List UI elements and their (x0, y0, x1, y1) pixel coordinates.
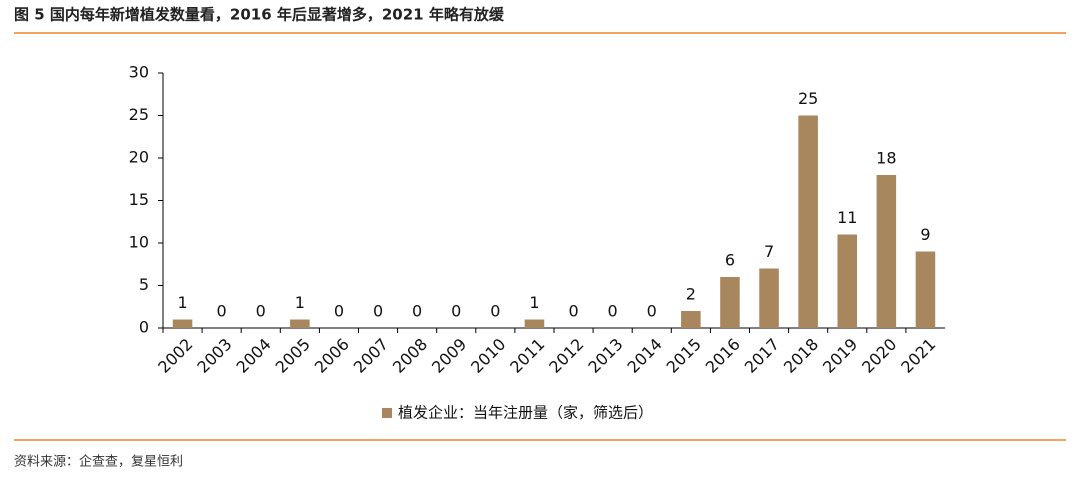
x-tick-label: 2005 (272, 335, 314, 377)
data-label: 7 (764, 242, 774, 261)
bar (915, 251, 936, 328)
data-label: 6 (725, 251, 735, 270)
data-label: 25 (798, 89, 818, 108)
bar (837, 234, 858, 328)
x-tick-label: 2012 (545, 335, 587, 377)
y-tick-label: 25 (129, 105, 149, 124)
bar (681, 311, 701, 328)
data-label: 0 (256, 302, 266, 321)
x-tick-label: 2015 (663, 335, 705, 377)
x-tick-label: 2007 (350, 335, 392, 377)
x-tick-label: 2011 (506, 335, 548, 377)
data-label: 2 (686, 285, 696, 304)
y-tick-label: 10 (129, 233, 149, 252)
x-tick-label: 2008 (389, 335, 431, 377)
bar (798, 115, 818, 328)
data-label: 0 (647, 302, 657, 321)
x-tick-label: 2017 (741, 335, 783, 377)
legend-label: 植发企业：当年注册量（家，筛选后） (398, 404, 653, 422)
y-tick-label: 30 (129, 63, 149, 82)
data-label: 0 (373, 302, 383, 321)
x-tick-label: 2021 (897, 335, 939, 377)
data-label: 1 (529, 293, 539, 312)
y-tick-label: 20 (129, 148, 149, 167)
data-label: 0 (568, 302, 578, 321)
bar (876, 175, 897, 328)
data-label: 18 (876, 149, 896, 168)
bar (720, 277, 740, 328)
x-tick-label: 2020 (858, 335, 900, 377)
chart-title: 图 5 国内每年新增植发数量看，2016 年后显著增多，2021 年略有放缓 (14, 6, 505, 24)
data-label: 1 (177, 293, 187, 312)
y-tick-label: 0 (139, 318, 149, 337)
data-label: 1 (295, 293, 305, 312)
data-label: 0 (451, 302, 461, 321)
x-tick-label: 2002 (154, 335, 196, 377)
data-label: 11 (837, 208, 857, 227)
data-label: 0 (490, 302, 500, 321)
x-tick-label: 2019 (819, 335, 861, 377)
x-tick-label: 2004 (233, 335, 275, 377)
x-tick-label: 2013 (584, 335, 626, 377)
data-label: 9 (920, 225, 930, 244)
legend-swatch (382, 408, 392, 418)
x-tick-label: 2009 (428, 335, 470, 377)
y-tick-label: 5 (139, 275, 149, 294)
bar (172, 319, 193, 328)
x-tick-label: 2016 (702, 335, 744, 377)
x-tick-label: 2018 (780, 335, 822, 377)
bar (759, 268, 779, 328)
data-label: 0 (608, 302, 618, 321)
bar (524, 319, 545, 328)
bar (290, 319, 310, 328)
y-tick-label: 15 (129, 190, 149, 209)
x-tick-label: 2006 (311, 335, 353, 377)
x-tick-label: 2014 (624, 335, 666, 377)
x-tick-label: 2010 (467, 335, 509, 377)
data-label: 0 (412, 302, 422, 321)
data-label: 0 (217, 302, 227, 321)
x-tick-label: 2003 (193, 335, 235, 377)
source-note: 资料来源：企查查，复星恒利 (14, 454, 183, 470)
data-label: 0 (334, 302, 344, 321)
